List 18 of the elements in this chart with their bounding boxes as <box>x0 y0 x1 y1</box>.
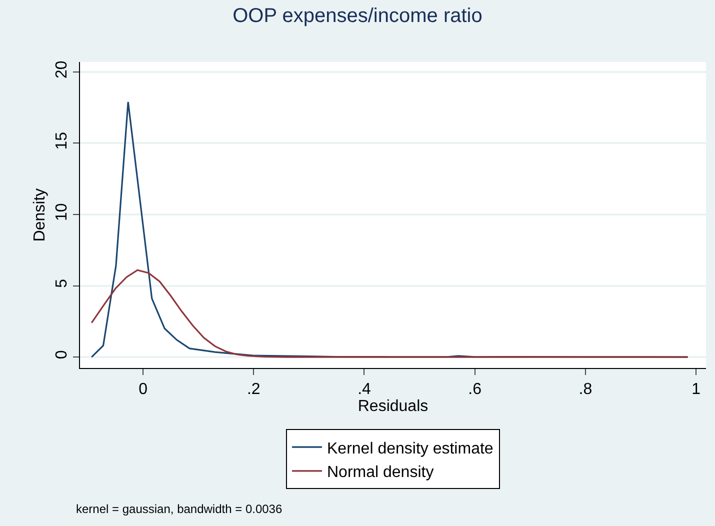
x-tick-label: .2 <box>246 381 260 398</box>
y-tick-label: 15 <box>54 132 71 150</box>
y-tick-label: 0 <box>54 350 71 360</box>
y-tick-label: 20 <box>54 60 71 78</box>
y-tick-label: 5 <box>54 278 71 288</box>
legend-label: Kernel density estimate <box>327 440 494 458</box>
x-tick-label: .6 <box>468 381 482 398</box>
legend-label: Normal density <box>327 464 434 482</box>
line-series <box>90 269 689 358</box>
x-tick-label: .8 <box>578 381 592 398</box>
y-tick-label: 10 <box>54 203 71 221</box>
x-axis-title: Residuals <box>358 398 428 416</box>
chart-title: OOP expenses/income ratio <box>232 4 482 27</box>
y-axis-title: Density <box>32 188 48 242</box>
x-tick-label: 0 <box>138 381 148 398</box>
x-tick-label: .4 <box>358 381 372 398</box>
text: kernel = gaussian, bandwidth = 0.0036 <box>76 502 282 516</box>
x-tick-label: 1 <box>692 381 701 398</box>
